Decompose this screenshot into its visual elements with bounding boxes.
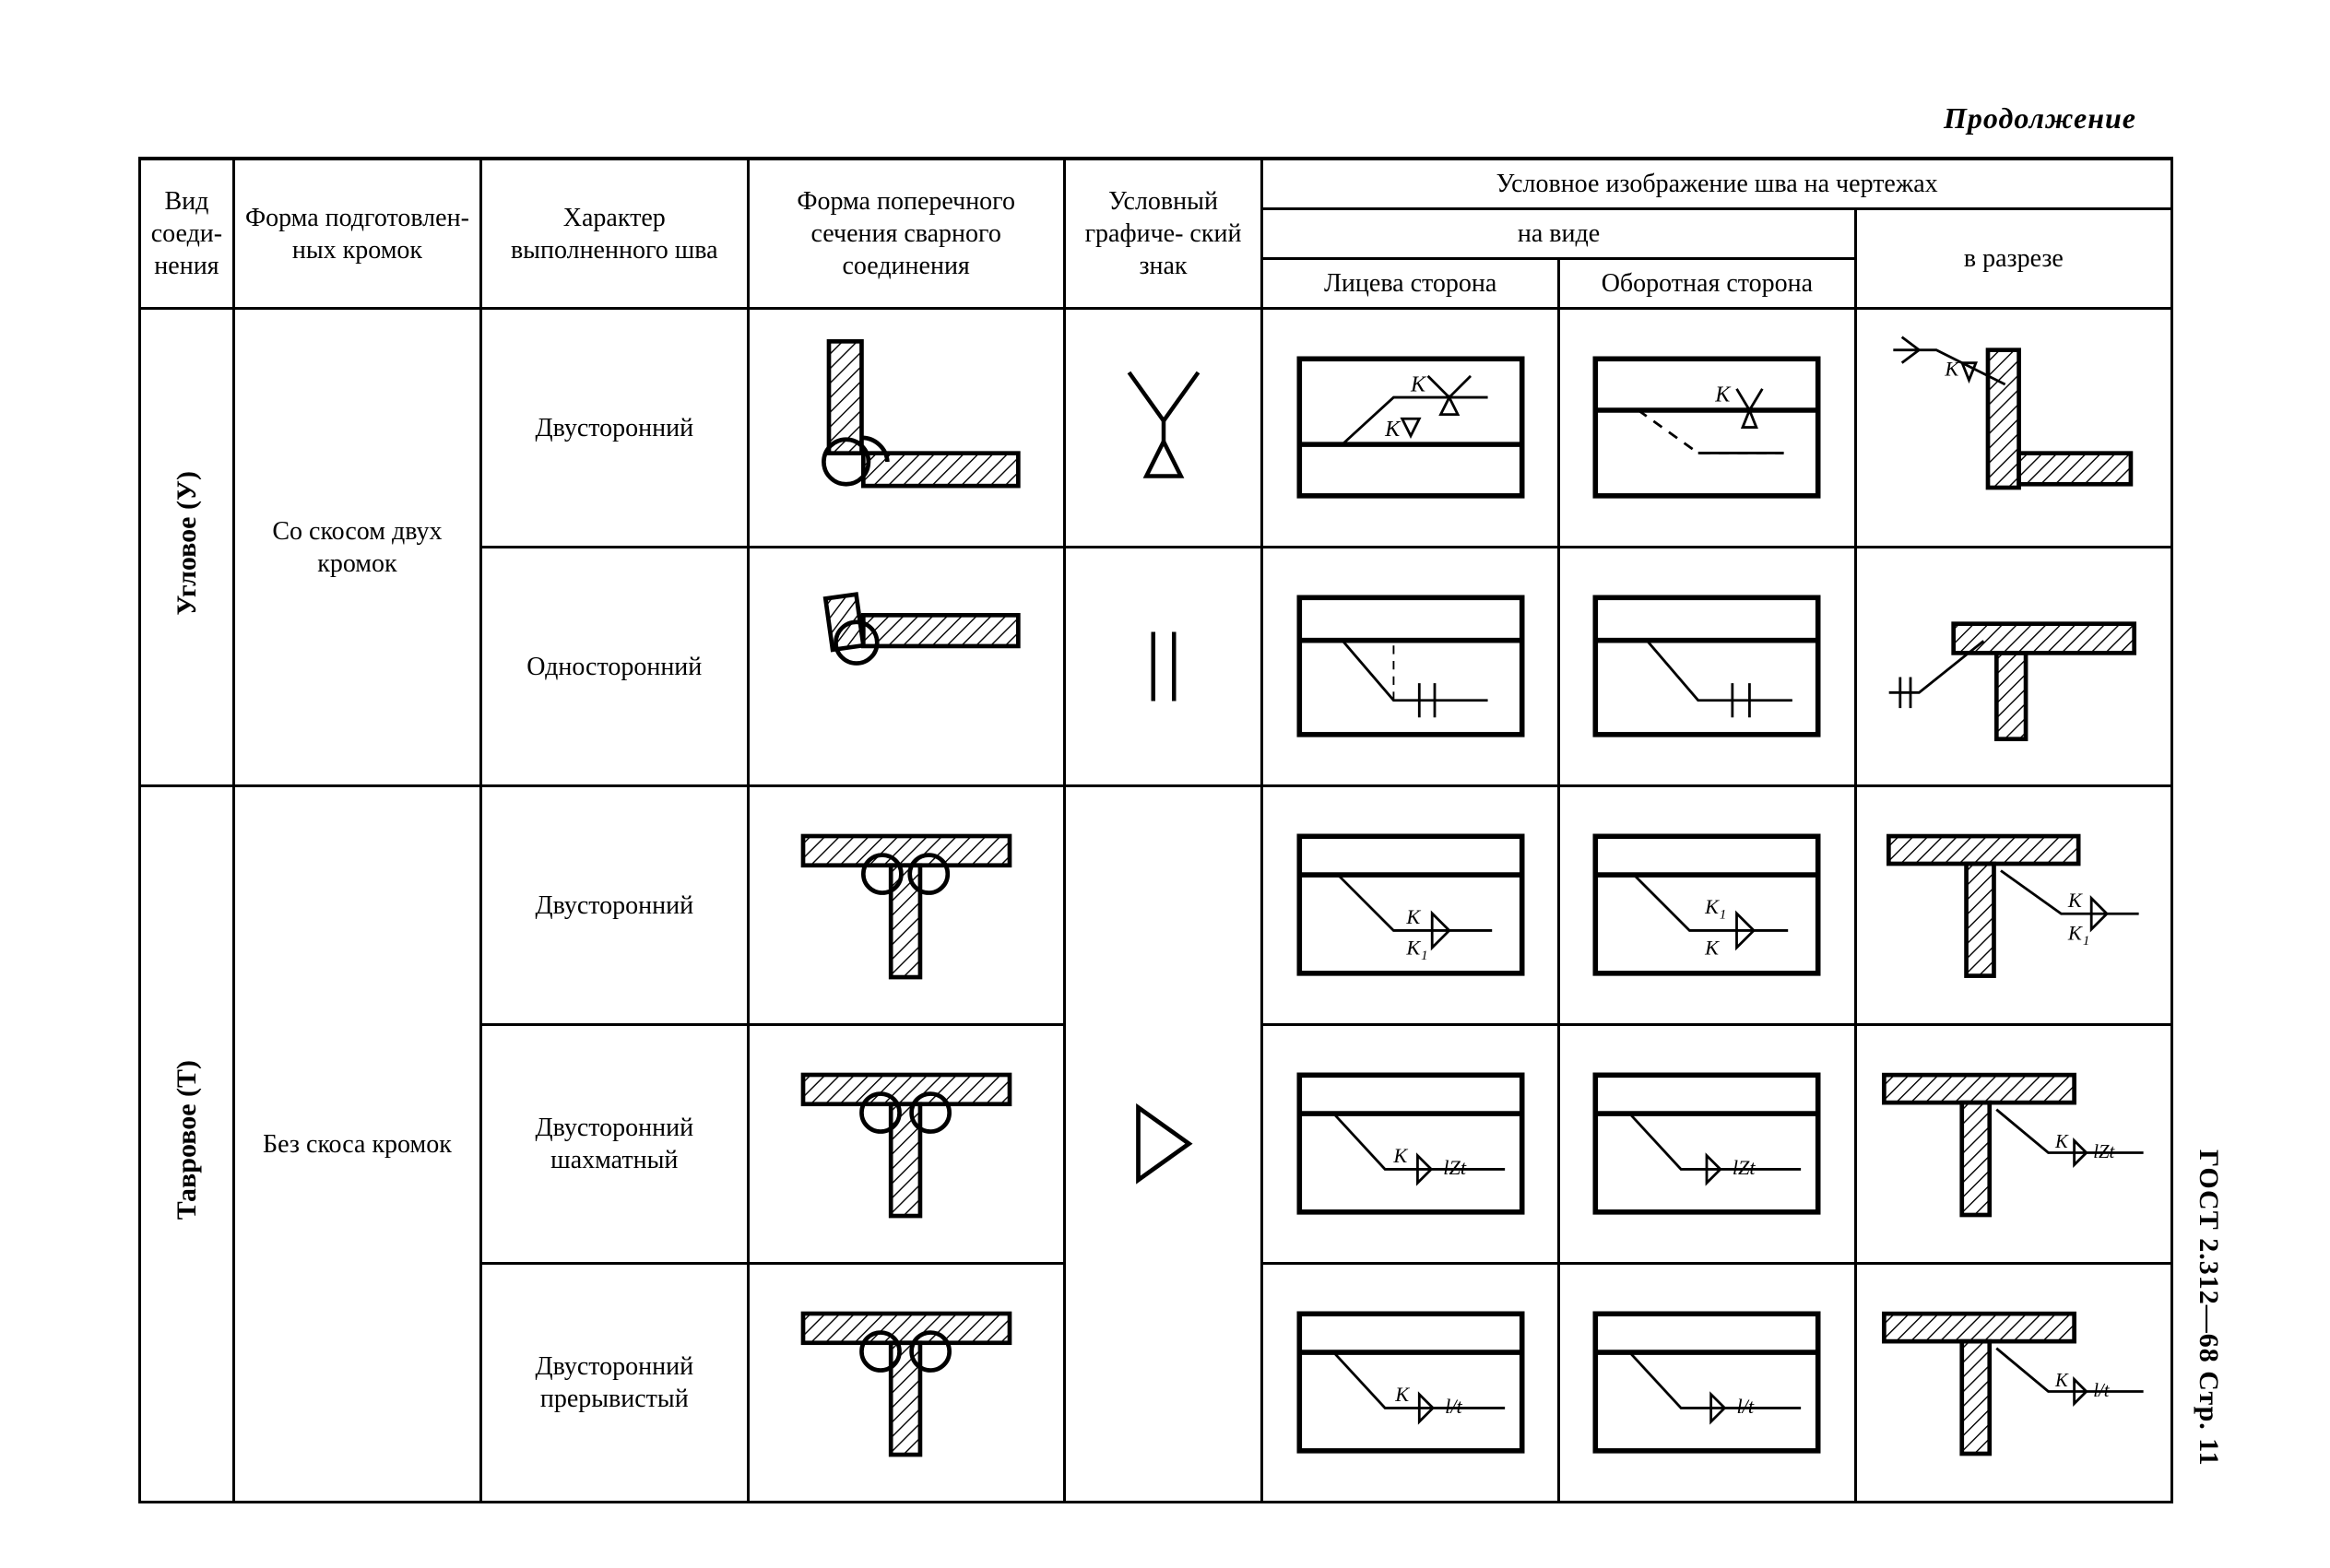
svg-text:K: K [1705,895,1721,918]
r5-char: Двусторонний прерывистый [481,1264,749,1503]
r3-cross-section [748,786,1064,1025]
r1-back-view: K [1559,309,1856,548]
group-tee-sign [1064,786,1262,1503]
hdr-in-section: в разрезе [1855,209,2171,309]
group-corner-edge: Со скосом двух кромок [233,309,480,786]
r4-face-view: K lZt [1262,1025,1559,1264]
group-corner-label: Угловое (У) [140,309,234,786]
hdr-cross-section: Форма поперечного сечения сварного соеди… [748,159,1064,309]
svg-text:K: K [1715,383,1733,407]
r3-char: Двусторонний [481,786,749,1025]
continuation-label: Продолжение [1944,101,2136,136]
svg-text:K: K [2067,921,2083,944]
svg-text:K: K [2054,1371,2069,1391]
svg-text:l/t: l/t [2093,1381,2110,1401]
r2-cross-section [748,548,1064,786]
weld-symbols-table: Вид соеди- нения Форма подготовлен- ных … [138,157,2173,1503]
group-tee-edge: Без скоса кромок [233,786,480,1503]
r2-section [1855,548,2171,786]
svg-text:lZt: lZt [1443,1156,1467,1179]
svg-text:K: K [2067,889,2083,912]
svg-text:l/t: l/t [1445,1395,1462,1418]
svg-text:K: K [1944,358,1959,381]
svg-text:K: K [1405,905,1421,928]
r5-face-view: K l/t [1262,1264,1559,1503]
hdr-edge-prep: Форма подготовлен- ных кромок [233,159,480,309]
svg-text:K: K [1392,1144,1408,1167]
r5-back-view: l/t [1559,1264,1856,1503]
r1-sign [1064,309,1262,548]
r3-section: K K 1 [1855,786,2171,1025]
r1-char: Двусторонний [481,309,749,548]
hdr-weld-char: Характер выполненного шва [481,159,749,309]
group-tee-text: Тавровое (Т) [170,1060,205,1220]
group-corner-text: Угловое (У) [170,471,205,616]
svg-text:K: K [1394,1383,1410,1406]
r3-back-view: K 1 K [1559,786,1856,1025]
r4-cross-section [748,1025,1064,1264]
hdr-joint-type: Вид соеди- нения [140,159,234,309]
hdr-face-side: Лицева сторона [1262,259,1559,309]
svg-text:K: K [1705,937,1721,960]
r4-char: Двусторонний шахматный [481,1025,749,1264]
hdr-graphic-sign: Условный графиче- ский знак [1064,159,1262,309]
r4-back-view: lZt [1559,1025,1856,1264]
svg-text:K: K [1405,937,1421,960]
r3-face-view: K K 1 [1262,786,1559,1025]
svg-text:1: 1 [1421,949,1427,963]
svg-text:1: 1 [2083,934,2089,949]
svg-text:lZt: lZt [1733,1156,1756,1179]
hdr-group-depiction: Условное изображение шва на чертежах [1262,159,2172,209]
r5-cross-section [748,1264,1064,1503]
standard-page-label: ГОСТ 2.312—68 Стр. 11 [2193,1149,2224,1467]
r1-face-view: K K [1262,309,1559,548]
group-tee-label: Тавровое (Т) [140,786,234,1503]
r2-char: Односторонний [481,548,749,786]
svg-text:K: K [1384,417,1402,442]
r1-cross-section [748,309,1064,548]
r2-face-view [1262,548,1559,786]
svg-text:K: K [2054,1132,2069,1152]
r4-section: K lZt [1855,1025,2171,1264]
r5-section: K l/t [1855,1264,2171,1503]
svg-text:1: 1 [1720,908,1726,923]
r2-sign [1064,548,1262,786]
svg-text:l/t: l/t [1737,1395,1755,1418]
r2-back-view [1559,548,1856,786]
r1-section: K [1855,309,2171,548]
hdr-on-view: на виде [1262,209,1856,259]
hdr-back-side: Оборотная сторона [1559,259,1856,309]
svg-text:lZt: lZt [2093,1142,2115,1162]
svg-text:K: K [1410,372,1427,397]
